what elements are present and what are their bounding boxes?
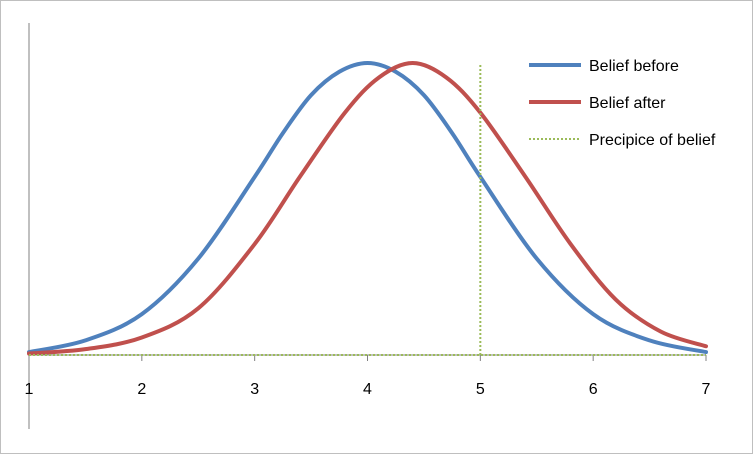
x-tick-label: 4 (363, 381, 372, 398)
legend: Belief before Belief after Precipice of be… (529, 58, 716, 149)
series-belief-before (27, 60, 708, 355)
series-belief-after (27, 60, 708, 356)
x-tick-label: 3 (250, 381, 259, 398)
x-tick-label: 5 (476, 381, 485, 398)
legend-label: Belief before (589, 58, 679, 75)
x-tick-label: 7 (702, 381, 711, 398)
series-layer (27, 60, 708, 356)
axes (28, 23, 707, 429)
legend-label: Precipice of belief (589, 132, 716, 149)
x-tick-label: 1 (25, 381, 34, 398)
x-tick-label: 2 (137, 381, 146, 398)
legend-label: Belief after (589, 95, 666, 112)
tick-labels: 1 2 3 4 5 6 7 (25, 381, 711, 398)
x-tick-label: 6 (589, 381, 598, 398)
